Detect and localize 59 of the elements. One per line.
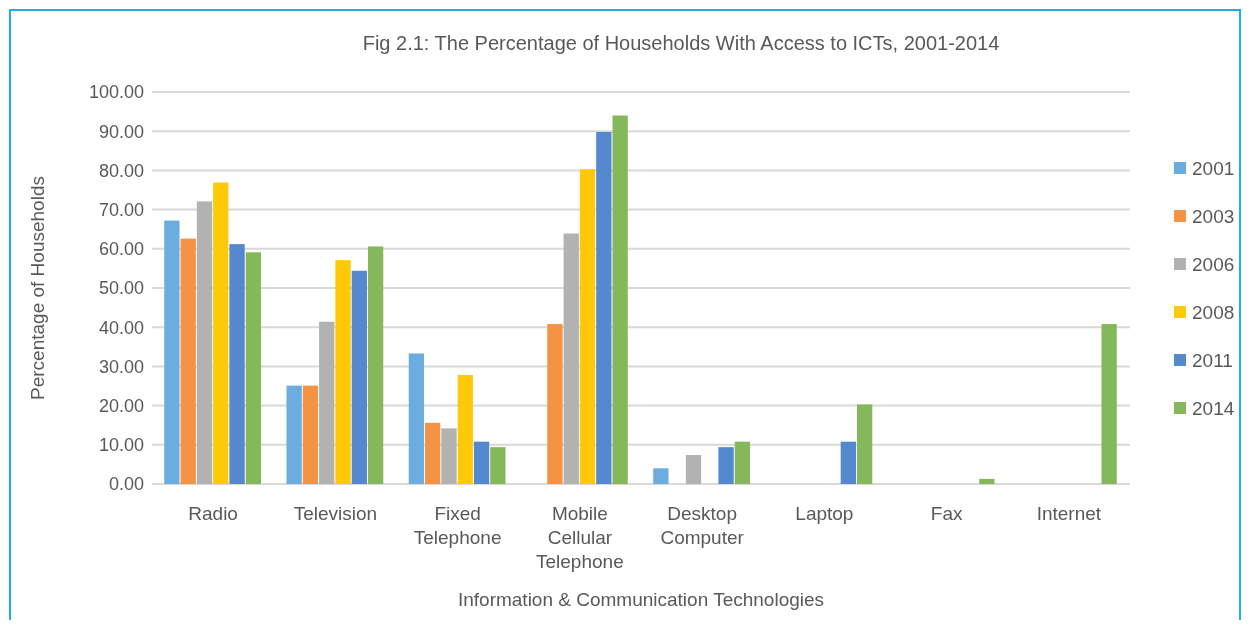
bar xyxy=(685,454,702,484)
bar xyxy=(164,220,180,484)
legend-label: 2006 xyxy=(1192,253,1235,275)
bar xyxy=(180,238,196,484)
y-tick-label: 30.00 xyxy=(98,356,144,377)
y-axis-title: Percentage of Households xyxy=(27,176,48,400)
y-tick-label: 10.00 xyxy=(98,435,144,456)
bar xyxy=(653,468,669,484)
y-tick-label: 80.00 xyxy=(98,160,144,181)
bar xyxy=(229,244,245,484)
y-tick-label: 50.00 xyxy=(98,278,144,299)
x-tick-label: Fixed Telephone xyxy=(413,503,502,548)
y-tick-label: 60.00 xyxy=(98,239,144,260)
y-tick-label: 100.00 xyxy=(88,82,144,103)
bar xyxy=(856,404,873,484)
bar xyxy=(319,321,335,484)
bar xyxy=(840,441,856,484)
x-tick-label: Laptop xyxy=(795,503,854,524)
bar xyxy=(286,385,302,484)
legend-label: 2014 xyxy=(1192,397,1235,419)
bar xyxy=(473,441,490,484)
bar xyxy=(612,115,628,484)
bar xyxy=(979,478,995,484)
bar xyxy=(425,422,441,484)
legend-label: 2011 xyxy=(1192,349,1233,371)
x-tick-label: Mobile Cellular Telephone xyxy=(536,503,624,572)
x-tick-label: Desktop Computer xyxy=(660,503,745,548)
x-tick-label: Radio xyxy=(188,503,238,524)
bar xyxy=(335,260,351,484)
x-tick-label: Fax xyxy=(930,503,963,524)
bar xyxy=(563,233,579,484)
bar xyxy=(367,246,384,484)
bar xyxy=(457,375,473,484)
bar xyxy=(351,270,367,484)
y-tick-label: 0.00 xyxy=(108,474,144,495)
x-axis-title: Information & Communication Technologies xyxy=(457,589,825,610)
bar xyxy=(408,353,425,484)
chart-title: Fig 2.1: The Percentage of Households With Access to ICTs, 2001-2014 xyxy=(362,32,1000,54)
x-tick-label: Internet xyxy=(1036,503,1102,524)
legend-label: 2003 xyxy=(1192,205,1235,227)
legend-label: 2008 xyxy=(1192,301,1235,323)
x-tick-label: Television xyxy=(293,503,378,524)
bar xyxy=(245,252,262,484)
bar xyxy=(302,385,319,484)
bar xyxy=(441,428,457,484)
bar xyxy=(734,441,751,484)
y-tick-label: 90.00 xyxy=(98,121,144,142)
legend-label: 2001 xyxy=(1192,157,1235,179)
bar xyxy=(547,324,563,484)
bar xyxy=(1101,324,1117,484)
y-tick-label: 70.00 xyxy=(98,199,144,220)
bar xyxy=(718,447,734,484)
bar xyxy=(596,131,612,484)
bar xyxy=(490,447,506,484)
bar xyxy=(196,201,213,484)
bar xyxy=(213,182,229,484)
y-tick-label: 20.00 xyxy=(98,395,144,416)
y-tick-label: 40.00 xyxy=(98,317,144,338)
bar xyxy=(579,169,596,484)
